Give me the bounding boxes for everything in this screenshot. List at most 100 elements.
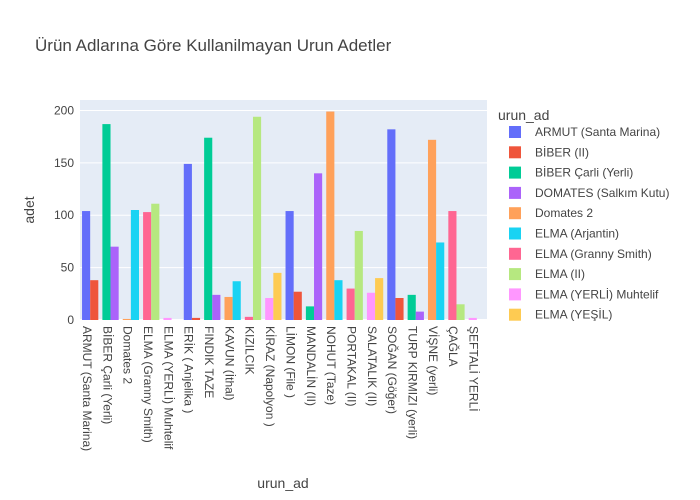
legend-item[interactable]: ELMA (Granny Smith): [509, 247, 652, 261]
x-tick-label: ARMUT (Santa Marina): [80, 326, 94, 451]
legend-swatch: [509, 166, 521, 179]
bar[interactable]: [143, 212, 152, 320]
x-tick-label: ELMA (YERLİ) Muhtelif: [161, 326, 175, 450]
legend[interactable]: urun_ad ARMUT (Santa Marina) BİBER (II) Bİ…: [498, 107, 669, 322]
bar[interactable]: [232, 281, 241, 320]
bar[interactable]: [326, 111, 335, 321]
bar[interactable]: [110, 246, 119, 320]
y-tick-label: 100: [54, 208, 74, 222]
y-axis-ticks: 0 50 100 150 200: [54, 103, 74, 327]
legend-label: DOMATES (Salkım Kutu): [535, 186, 669, 200]
x-axis-ticks: ARMUT (Santa Marina) BİBER Çarli (Yerli) D…: [80, 326, 481, 451]
bar[interactable]: [448, 211, 457, 320]
legend-swatch: [509, 207, 521, 220]
bar[interactable]: [375, 278, 384, 320]
bar[interactable]: [305, 306, 315, 320]
legend-swatch: [509, 288, 521, 301]
bar[interactable]: [273, 272, 282, 320]
bar[interactable]: [468, 317, 477, 320]
bar[interactable]: [366, 292, 376, 320]
bar[interactable]: [224, 296, 233, 320]
legend-swatch: [509, 227, 521, 240]
x-tick-label: SALATALIK (II): [365, 326, 379, 406]
bar[interactable]: [130, 210, 140, 320]
legend-item[interactable]: ARMUT (Santa Marina): [509, 125, 660, 139]
bar[interactable]: [334, 280, 343, 320]
x-tick-label: KIZILCIK: [243, 326, 257, 375]
legend-items: ARMUT (Santa Marina) BİBER (II) BİBER Çarl…: [509, 125, 669, 322]
legend-item[interactable]: ELMA (YERLİ) Muhtelif: [509, 287, 659, 301]
bar[interactable]: [163, 317, 172, 320]
legend-item[interactable]: ELMA (YEŞİL): [509, 308, 612, 322]
x-tick-label: ŞEFTALİ YERLİ: [467, 326, 481, 412]
bar[interactable]: [151, 203, 160, 320]
bar[interactable]: [212, 294, 221, 320]
x-tick-label: Domates 2: [121, 326, 135, 384]
legend-swatch: [509, 308, 521, 321]
legend-swatch: [509, 126, 521, 138]
bars: [82, 111, 477, 321]
bar[interactable]: [183, 163, 192, 320]
bar[interactable]: [387, 129, 396, 320]
bar[interactable]: [191, 317, 201, 320]
legend-item[interactable]: BİBER (II): [509, 145, 589, 159]
legend-label: ELMA (II): [535, 267, 585, 281]
bar[interactable]: [293, 291, 302, 320]
bar[interactable]: [122, 318, 131, 320]
legend-item[interactable]: BİBER Çarli (Yerli): [509, 166, 633, 180]
legend-item[interactable]: ELMA (Arjantin): [509, 227, 619, 241]
x-tick-label: ÇAĞLA: [446, 326, 461, 367]
y-tick-label: 200: [54, 103, 74, 117]
y-tick-label: 150: [54, 156, 74, 170]
bar[interactable]: [82, 211, 91, 320]
legend-item[interactable]: DOMATES (Salkım Kutu): [509, 186, 669, 200]
bar[interactable]: [407, 294, 416, 320]
x-tick-label: NOHUT (Taze): [324, 326, 338, 405]
x-tick-label: ERİK ( Anjelika ): [182, 326, 196, 413]
bar[interactable]: [354, 230, 363, 320]
bar[interactable]: [90, 280, 99, 320]
x-tick-label: SOĞAN (Göğer): [385, 326, 400, 414]
x-tick-label: KİRAZ (Napolyon ): [263, 326, 277, 427]
bar[interactable]: [265, 298, 274, 320]
plot-area: [80, 100, 487, 320]
x-tick-label: LİMON (File ): [283, 326, 297, 398]
legend-swatch: [509, 247, 521, 260]
x-tick-label: PORTAKAL (II): [344, 326, 358, 406]
bar[interactable]: [395, 298, 404, 320]
legend-label: ELMA (Arjantin): [535, 227, 619, 241]
chart-title: Ürün Adlarına Göre Kullanilmayan Urun Ad…: [35, 36, 392, 55]
legend-title: urun_ad: [498, 107, 549, 123]
legend-label: BİBER Çarli (Yerli): [535, 166, 633, 180]
legend-label: ELMA (YEŞİL): [535, 308, 612, 322]
y-tick-label: 50: [61, 261, 75, 275]
bar[interactable]: [314, 173, 323, 320]
legend-swatch: [509, 186, 521, 199]
legend-swatch: [509, 268, 521, 281]
y-axis-title: adet: [21, 196, 37, 223]
legend-item[interactable]: ELMA (II): [509, 267, 585, 281]
bar[interactable]: [102, 124, 111, 320]
x-tick-label: KAVUN (İthal): [222, 326, 236, 400]
bar[interactable]: [346, 288, 355, 320]
legend-swatch: [509, 146, 521, 159]
x-axis-title: urun_ad: [257, 475, 308, 491]
legend-label: ELMA (YERLİ) Muhtelif: [535, 287, 659, 301]
bar[interactable]: [436, 242, 445, 320]
bar[interactable]: [285, 211, 294, 320]
x-tick-label: ELMA (Granny Smith): [141, 326, 155, 443]
bar[interactable]: [456, 304, 465, 320]
legend-item[interactable]: Domates 2: [509, 206, 593, 220]
bar[interactable]: [415, 311, 424, 320]
legend-label: ARMUT (Santa Marina): [535, 125, 660, 139]
bar[interactable]: [244, 316, 253, 320]
legend-label: ELMA (Granny Smith): [535, 247, 652, 261]
bar[interactable]: [252, 116, 262, 320]
bar[interactable]: [204, 137, 213, 320]
bar[interactable]: [427, 139, 437, 320]
x-tick-label: MANDALİN (II): [304, 326, 318, 406]
x-tick-label: TURP KIRMIZI (yerli): [406, 326, 420, 439]
y-tick-label: 0: [67, 313, 74, 327]
legend-label: Domates 2: [535, 206, 593, 220]
